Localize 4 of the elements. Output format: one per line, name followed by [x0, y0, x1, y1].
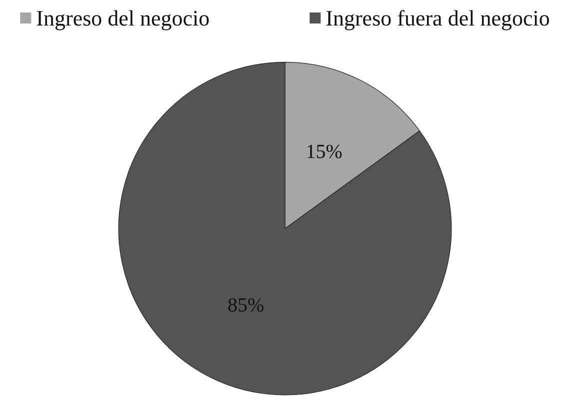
legend-label: Ingreso del negocio: [36, 6, 210, 30]
data-label: 85%: [228, 294, 264, 316]
legend-label: Ingreso fuera del negocio: [326, 6, 550, 30]
data-label: 15%: [306, 140, 342, 163]
